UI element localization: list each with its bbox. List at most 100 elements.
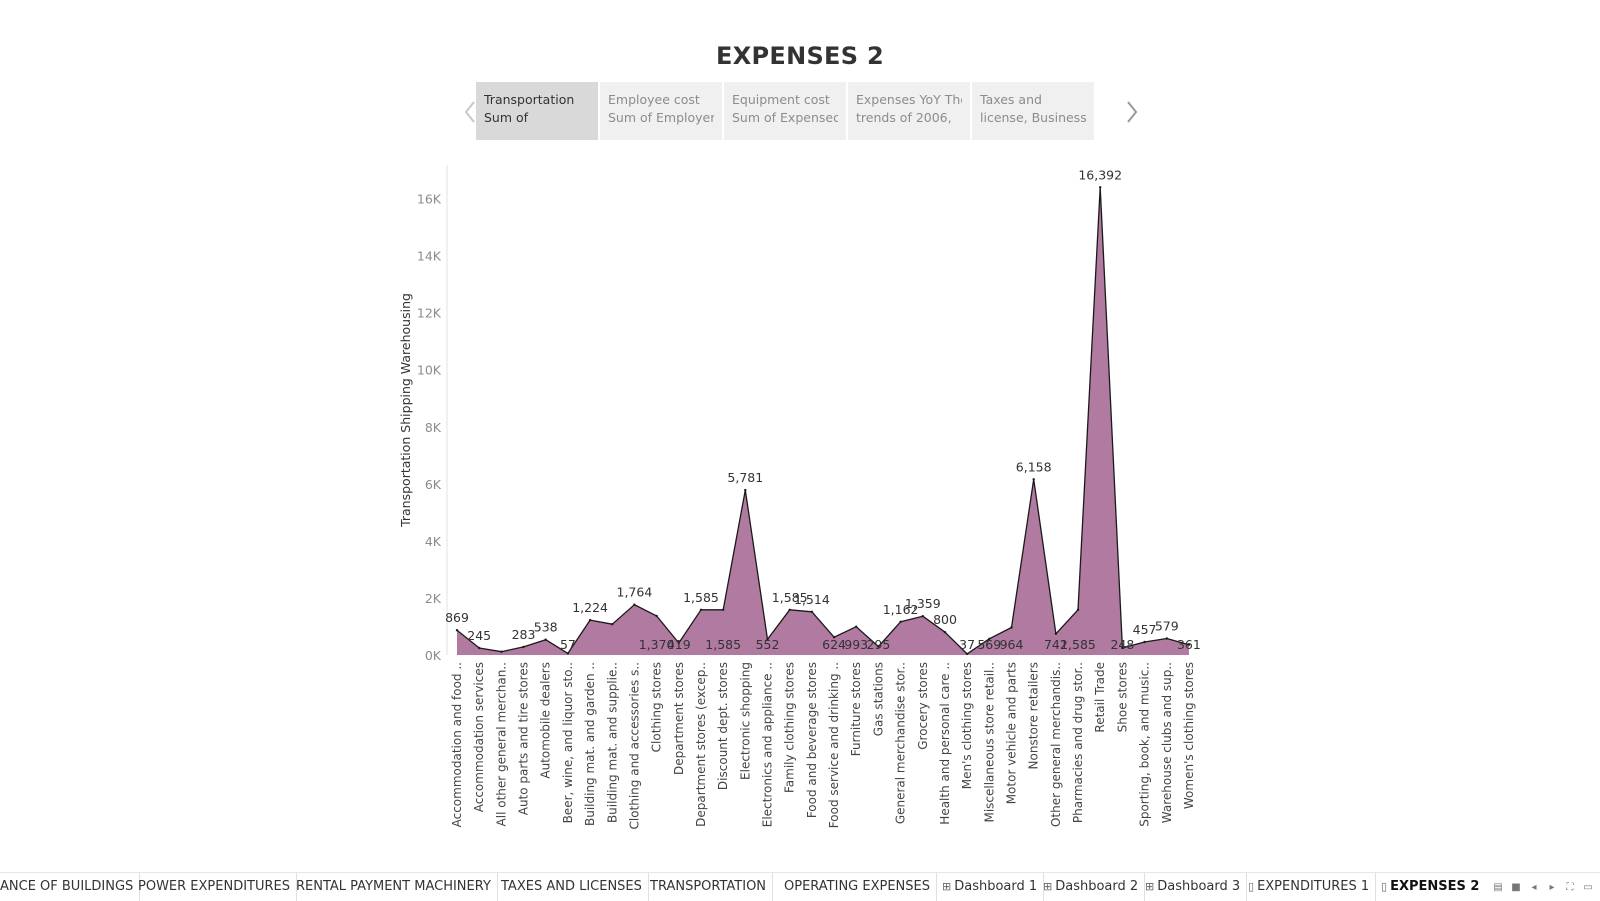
sheet-tab[interactable]: TRANSPORTATION bbox=[644, 873, 774, 901]
data-point bbox=[1187, 643, 1191, 646]
area-chart: 0K 2K 4K 6K 8K 10K 12K 14K 16K Transportation Shi… bbox=[398, 165, 1201, 830]
story-point-3[interactable]: Equipment cost Sum of Expensed bbox=[724, 82, 846, 140]
data-point bbox=[1165, 637, 1169, 640]
x-tick-label: Sporting, book, and music.. bbox=[1138, 662, 1152, 827]
y-tick-label: 2K bbox=[425, 591, 442, 606]
sheet-tab[interactable]: ⊞ Dashboard 3 bbox=[1139, 873, 1248, 901]
data-label: 457 bbox=[1133, 622, 1157, 637]
y-axis-label: Transportation Shipping Warehousing bbox=[398, 293, 413, 528]
data-point bbox=[832, 636, 836, 639]
data-point bbox=[633, 603, 636, 606]
sheet-tab[interactable]: RENTAL PAYMENT MACHINERY bbox=[290, 873, 498, 901]
story-point-title: Transportation bbox=[484, 92, 575, 107]
data-label: 869 bbox=[445, 610, 469, 625]
story-point-5[interactable]: Taxes and license, Business bbox=[972, 82, 1094, 140]
y-tick-label: 10K bbox=[417, 363, 442, 378]
data-point bbox=[988, 637, 991, 640]
story-point-4[interactable]: Expenses YoY The trends of 2006, bbox=[848, 82, 970, 140]
data-point bbox=[1099, 186, 1102, 189]
data-label: 800 bbox=[933, 612, 957, 627]
story-point-subtitle: trends of 2006, bbox=[856, 110, 952, 125]
data-point bbox=[699, 608, 703, 611]
x-tick-label: Department stores bbox=[672, 662, 686, 775]
data-label: 295 bbox=[866, 637, 890, 652]
sheet-tab[interactable]: ⊞ Dashboard 2 bbox=[1037, 873, 1146, 901]
x-tick-label: Building mat. and garden .. bbox=[583, 662, 597, 826]
story-point-subtitle: license, Business bbox=[980, 110, 1086, 125]
sheet-tab[interactable]: OPERATING EXPENSES bbox=[778, 873, 937, 901]
data-point bbox=[611, 623, 614, 626]
story-point-subtitle: Sum of Employer bbox=[608, 110, 714, 125]
grid-view-icon[interactable]: ■ bbox=[1511, 881, 1521, 893]
sheet-tab-label: ANCE OF BUILDINGS bbox=[0, 879, 134, 894]
sheet-tab-label: RENTAL PAYMENT MACHINERY bbox=[296, 879, 491, 894]
story-icon: ▯ bbox=[1381, 880, 1388, 893]
x-tick-label: Health and personal care .. bbox=[938, 662, 952, 825]
sheet-tab[interactable]: TAXES AND LICENSES bbox=[495, 873, 649, 901]
sheet-tab[interactable]: POWER EXPENDITURES bbox=[132, 873, 298, 901]
x-tick-label: Accommodation services bbox=[472, 662, 486, 812]
data-point bbox=[1054, 632, 1058, 635]
data-point bbox=[544, 638, 547, 641]
x-tick-label: Building mat. and supplie.. bbox=[605, 662, 619, 823]
data-label: 1,359 bbox=[905, 596, 941, 611]
data-point bbox=[788, 608, 791, 611]
x-tick-label: Retail Trade bbox=[1093, 662, 1107, 733]
prev-sheet-icon[interactable]: ◂ bbox=[1531, 881, 1537, 893]
data-label: 419 bbox=[667, 637, 691, 652]
next-sheet-icon[interactable]: ▸ bbox=[1549, 881, 1555, 893]
sheet-tab-label: TRANSPORTATION bbox=[650, 879, 767, 894]
story-point-title: Employee cost bbox=[608, 92, 700, 107]
x-tick-label: Warehouse clubs and sup.. bbox=[1160, 662, 1174, 823]
data-point bbox=[744, 488, 747, 492]
sheet-tab-label: Dashboard 3 bbox=[1157, 879, 1241, 894]
x-tick-label: Nonstore retailers bbox=[1027, 662, 1041, 769]
chevron-right-icon[interactable] bbox=[1120, 82, 1144, 142]
x-tick-label: Food and beverage stores bbox=[805, 662, 819, 818]
data-point bbox=[522, 645, 525, 649]
sheet-tab[interactable]: ▯ EXPENSES 2 bbox=[1375, 873, 1485, 901]
x-tick-label: Women's clothing stores bbox=[1182, 662, 1196, 809]
data-label: 6,158 bbox=[1016, 459, 1052, 474]
data-label: 964 bbox=[1000, 637, 1024, 652]
chevron-left-icon[interactable] bbox=[458, 82, 482, 142]
data-label: 1,585 bbox=[683, 590, 719, 605]
data-label: 1,585 bbox=[772, 590, 808, 605]
data-point bbox=[855, 625, 858, 628]
data-label: 569 bbox=[977, 637, 1001, 652]
present-icon[interactable]: ▭ bbox=[1583, 881, 1593, 893]
data-label: 538 bbox=[534, 620, 558, 635]
x-tick-label: Other general merchandis.. bbox=[1049, 662, 1063, 827]
x-tick-label: Electronic shopping bbox=[738, 662, 752, 780]
story-point-subtitle: Sum of Expensed bbox=[732, 110, 838, 125]
data-label: 1,514 bbox=[794, 592, 830, 607]
list-view-icon[interactable]: ▤ bbox=[1493, 881, 1503, 893]
area-line bbox=[456, 186, 1190, 655]
x-tick-label: Clothing stores bbox=[650, 662, 664, 752]
story-point-1[interactable]: Transportation Sum of bbox=[476, 82, 598, 140]
data-point bbox=[655, 614, 658, 618]
dashboard-icon: ⊞ bbox=[1043, 880, 1053, 893]
sheet-tab-label: TAXES AND LICENSES bbox=[501, 879, 642, 894]
story-point-subtitle: Sum of bbox=[484, 110, 529, 125]
sheet-tab[interactable]: ANCE OF BUILDINGS bbox=[0, 873, 141, 901]
x-tick-label: Shoe stores bbox=[1115, 662, 1129, 732]
x-tick-label: Auto parts and tire stores bbox=[517, 662, 531, 815]
data-label: 37 bbox=[959, 637, 975, 652]
sheet-tab[interactable]: ⊞ Dashboard 1 bbox=[936, 873, 1045, 901]
data-point bbox=[500, 650, 503, 653]
sheet-tab[interactable]: ▯ EXPENDITURES 1 bbox=[1242, 873, 1377, 901]
story-point-2[interactable]: Employee cost Sum of Employer bbox=[600, 82, 722, 140]
sheet-tab-label: EXPENDITURES 1 bbox=[1257, 879, 1370, 894]
story-title: EXPENSES 2 bbox=[716, 42, 884, 70]
sheet-tab-label: Dashboard 1 bbox=[954, 879, 1038, 894]
data-point bbox=[1032, 478, 1035, 481]
data-point bbox=[478, 646, 481, 650]
data-point bbox=[677, 641, 680, 645]
data-point bbox=[810, 610, 814, 613]
fullscreen-icon[interactable]: ⛶ bbox=[1566, 881, 1574, 893]
x-tick-label: Miscellaneous store retail.. bbox=[982, 662, 996, 823]
x-tick-label: Automobile dealers bbox=[539, 662, 553, 779]
data-point bbox=[588, 618, 592, 622]
sheet-tab-label: Dashboard 2 bbox=[1055, 879, 1139, 894]
